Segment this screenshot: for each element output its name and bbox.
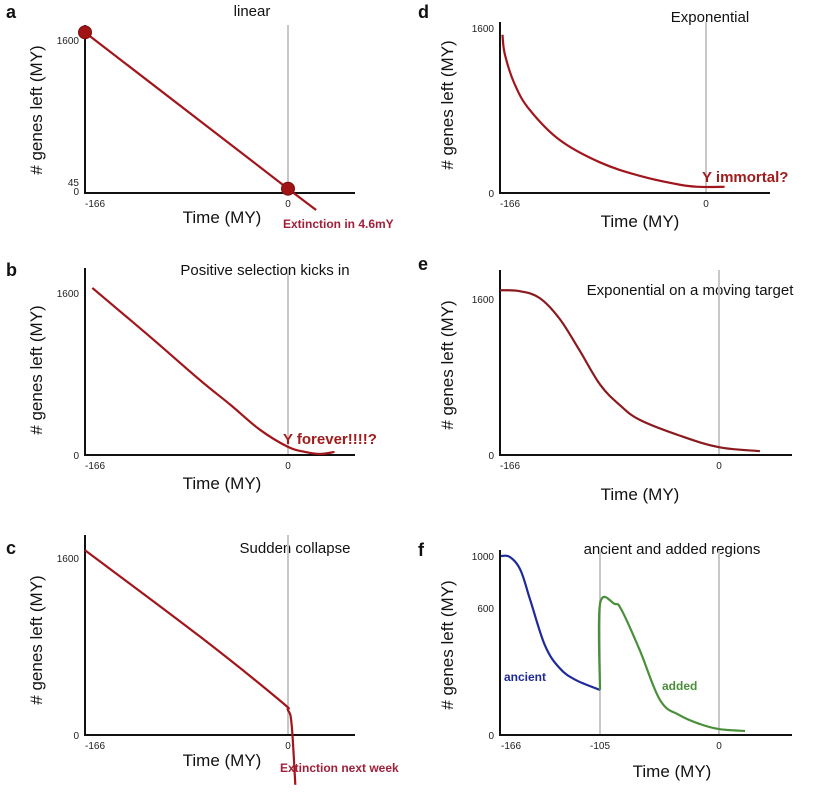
x-tick-label: -166	[85, 741, 105, 752]
y-tick-label: 0	[73, 731, 79, 742]
panel-c: c Sudden collapse -166 0 0 1600 # genes left (…	[6, 535, 399, 785]
annotation-label: Y forever!!!!?	[283, 431, 377, 448]
y-tick-label: 1000	[472, 552, 495, 563]
x-axis-label: Time (MY)	[183, 751, 262, 770]
x-tick-label: -166	[500, 461, 520, 472]
y-tick-label: 1600	[57, 289, 80, 300]
panel-title: Exponential on a moving target	[587, 282, 795, 299]
y-axis-label: # genes left (MY)	[438, 300, 457, 429]
y-tick-label: 600	[477, 604, 494, 615]
data-point-marker	[281, 181, 295, 196]
annotation-label: Y immortal?	[702, 169, 788, 186]
y-axis-label: # genes left (MY)	[438, 580, 457, 709]
series-line	[499, 289, 761, 453]
panel-letter: c	[6, 538, 16, 558]
x-tick-label: 0	[285, 199, 291, 210]
y-axis-label: # genes left (MY)	[438, 40, 457, 169]
x-tick-label: -166	[500, 199, 520, 210]
x-tick-label: 0	[703, 199, 709, 210]
y-tick-label: 0	[488, 451, 494, 462]
panel-title: ancient and added regions	[584, 541, 761, 558]
panel-letter: e	[418, 254, 428, 274]
x-axis-label: Time (MY)	[633, 762, 712, 781]
panel-b: b Positive selection kicks in -166 0 0 1600 # …	[6, 260, 377, 493]
x-tick-label: 0	[285, 741, 291, 752]
y-tick-label: 0	[73, 451, 79, 462]
x-tick-label: 0	[716, 741, 722, 752]
x-axis-label: Time (MY)	[183, 208, 262, 227]
series-line	[84, 549, 297, 785]
panel-title: Exponential	[671, 9, 749, 26]
y-tick-label: 1600	[57, 36, 80, 47]
panel-letter: d	[418, 2, 429, 22]
x-tick-label: -166	[501, 741, 521, 752]
y-tick-label: 1600	[472, 295, 495, 306]
y-axis-label: # genes left (MY)	[27, 305, 46, 434]
annotation-label: Extinction in 4.6mY	[283, 217, 394, 231]
panel-letter: f	[418, 540, 425, 560]
panel-letter: a	[6, 2, 17, 22]
series-line	[91, 287, 335, 456]
y-tick-label: 0	[488, 731, 494, 742]
panel-e: e Exponential on a moving target -166 0 0 160…	[418, 254, 794, 504]
series-line	[501, 34, 725, 189]
series-line	[84, 31, 317, 211]
y-tick-label: 1600	[57, 554, 80, 565]
panel-letter: b	[6, 260, 17, 280]
x-tick-label: -166	[85, 199, 105, 210]
x-tick-label: -166	[85, 461, 105, 472]
annotation-label: added	[662, 679, 697, 693]
y-axis-label: # genes left (MY)	[27, 575, 46, 704]
x-axis-label: Time (MY)	[601, 485, 680, 504]
x-axis-label: Time (MY)	[183, 474, 262, 493]
y-axis-label: # genes left (MY)	[27, 45, 46, 174]
panel-d: d Exponential -166 0 0 1600 # genes left (MY) T…	[418, 2, 788, 231]
x-axis-label: Time (MY)	[601, 212, 680, 231]
annotation-label: Extinction next week	[280, 761, 399, 775]
y-tick-label: 45	[68, 178, 80, 189]
x-tick-label: -105	[590, 741, 610, 752]
x-tick-label: 0	[716, 461, 722, 472]
panel-title: linear	[234, 3, 271, 20]
series-line-added	[597, 595, 746, 733]
y-tick-label: 0	[73, 187, 79, 198]
y-tick-label: 1600	[472, 24, 495, 35]
x-tick-label: 0	[285, 461, 291, 472]
series-line-ancient	[500, 554, 601, 691]
panel-title: Sudden collapse	[240, 540, 351, 557]
panel-f: f ancient and added regions -166 -105 0 0 600 1…	[418, 540, 792, 781]
panel-title: Positive selection kicks in	[180, 262, 349, 279]
y-tick-label: 0	[488, 189, 494, 200]
data-point-marker	[78, 25, 92, 40]
annotation-label: ancient	[504, 670, 546, 684]
